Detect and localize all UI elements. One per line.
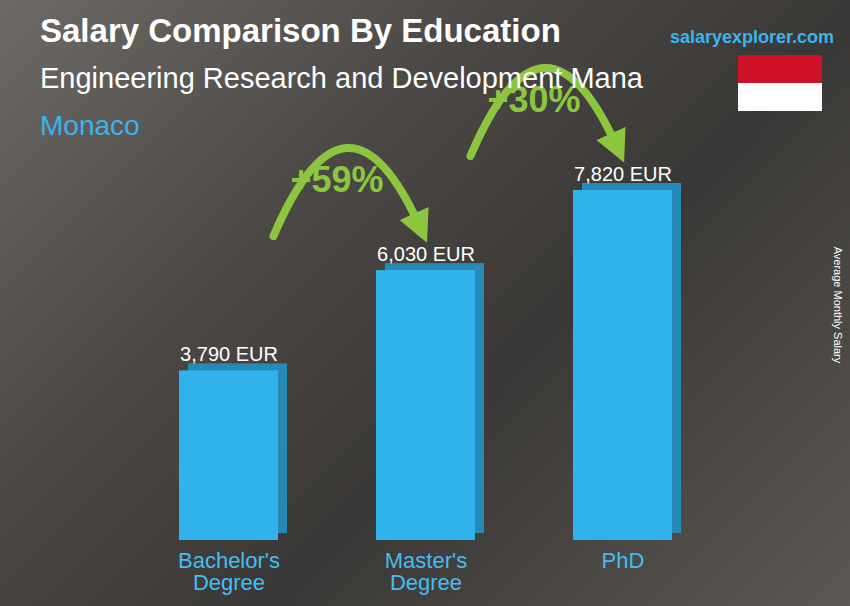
- svg-text:Bachelor'sDegree: Bachelor'sDegree: [178, 548, 280, 595]
- svg-text:7,820 EUR: 7,820 EUR: [574, 163, 672, 185]
- svg-text:3,790 EUR: 3,790 EUR: [180, 343, 278, 365]
- svg-text:PhD: PhD: [602, 548, 645, 573]
- svg-text:6,030 EUR: 6,030 EUR: [377, 243, 475, 265]
- svg-text:Master'sDegree: Master'sDegree: [385, 548, 467, 595]
- svg-text:+59%: +59%: [290, 159, 383, 200]
